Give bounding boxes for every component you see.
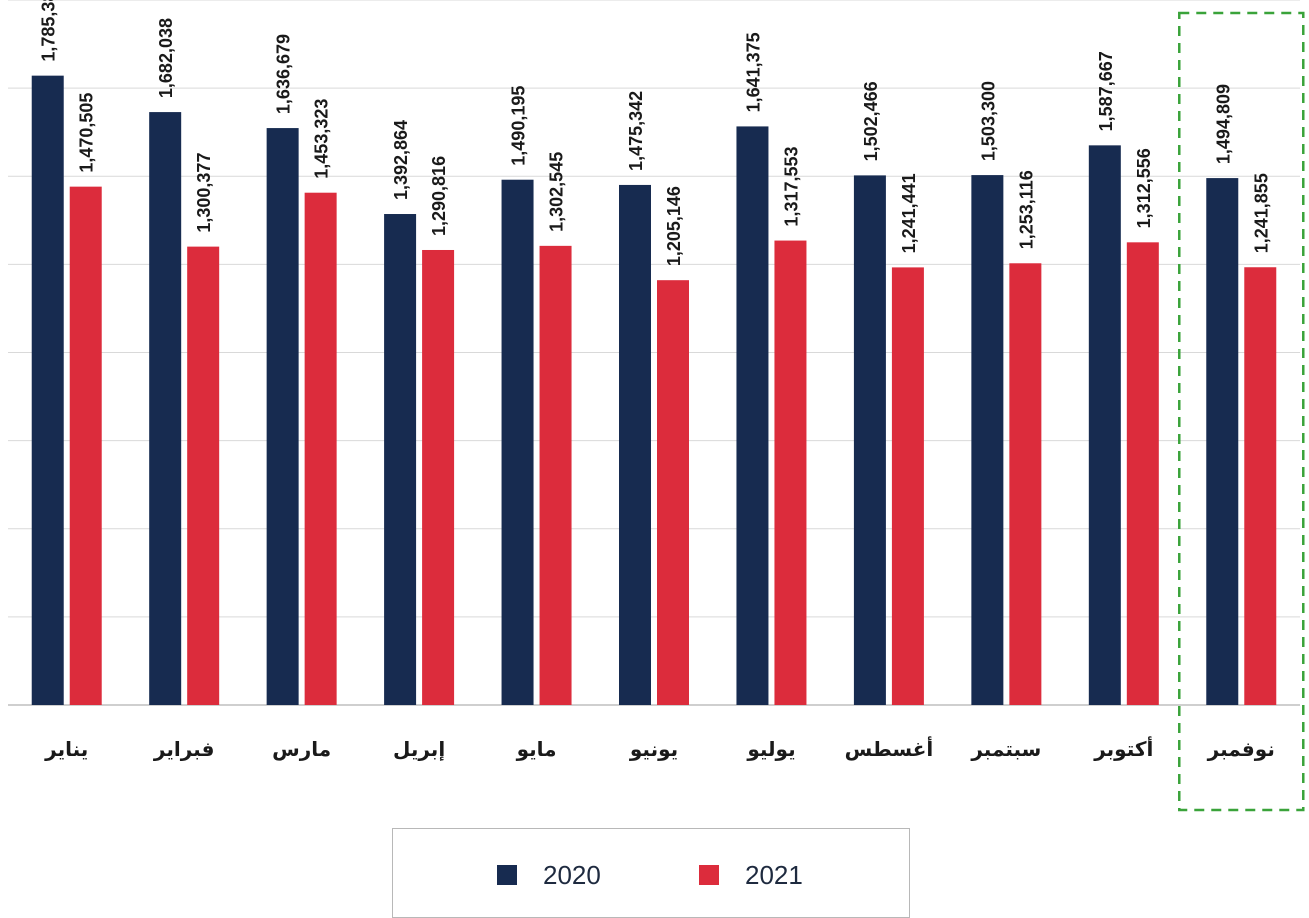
bar-2020-4 (501, 179, 534, 705)
legend-label-2021: 2021 (745, 859, 803, 890)
category-label-3: إبريل (393, 737, 445, 761)
data-label-2021-6: 1,317,553 (781, 146, 801, 226)
bar-2020-5 (619, 184, 651, 705)
data-label-2020-1: 1,682,038 (156, 18, 176, 98)
bar-2021-7 (891, 267, 924, 705)
data-label-2020-7: 1,502,466 (861, 81, 881, 161)
legend-swatch-2021 (699, 865, 719, 885)
legend-swatch-2020 (497, 865, 517, 885)
category-label-9: أكتوبر (1093, 735, 1153, 761)
bar-2020-10 (1206, 178, 1239, 705)
bar-2021-10 (1244, 267, 1277, 705)
legend-label-2020: 2020 (543, 859, 601, 890)
gridlines (8, 0, 1300, 706)
bar-2021-6 (774, 240, 807, 705)
data-label-2021-1: 1,300,377 (194, 153, 214, 233)
bar-2020-6 (736, 126, 769, 706)
data-label-2020-2: 1,636,679 (274, 34, 294, 114)
bar-2021-2 (304, 192, 337, 706)
data-label-2021-2: 1,453,323 (312, 99, 332, 179)
data-label-2020-9: 1,587,667 (1096, 51, 1116, 131)
bar-2020-7 (853, 175, 886, 705)
legend-item-2021: 2021 (699, 859, 803, 890)
data-labels: 1,785,387 1,470,505 1,682,038 1,300,377 1,63… (39, 0, 1272, 266)
data-label-2021-8: 1,253,116 (1016, 170, 1036, 249)
bar-2021-4 (539, 245, 572, 705)
data-label-2021-5: 1,205,146 (664, 186, 684, 266)
legend-item-2020: 2020 (497, 859, 601, 890)
category-label-8: سبتمبر (970, 737, 1041, 761)
category-label-2: مارس (272, 737, 331, 761)
bar-2020-1 (149, 112, 182, 705)
data-label-2021-4: 1,302,545 (547, 152, 567, 232)
bar-2020-8 (971, 175, 1004, 706)
category-label-5: يونيو (629, 737, 678, 761)
data-label-2021-0: 1,470,505 (77, 93, 97, 173)
legend: 2020 2021 (392, 828, 910, 918)
bars (31, 75, 1277, 706)
data-label-2020-5: 1,475,342 (626, 91, 646, 171)
highlight-box (1178, 11, 1305, 812)
data-label-2021-7: 1,241,441 (899, 173, 919, 253)
data-label-2020-10: 1,494,809 (1213, 84, 1233, 164)
bar-2021-3 (422, 249, 455, 705)
data-label-2020-6: 1,641,375 (743, 32, 763, 112)
category-label-7: أغسطس (845, 735, 934, 761)
category-label-4: مايو (516, 737, 557, 761)
bar-2021-1 (187, 246, 220, 705)
data-label-2021-9: 1,312,556 (1134, 148, 1154, 228)
bar-2020-9 (1088, 145, 1121, 705)
category-label-1: فبراير (153, 737, 215, 761)
category-labels: يناير فبراير مارس إبريل مايو يونيو يوليو أغسطس س… (44, 735, 1275, 761)
data-label-2021-3: 1,290,816 (429, 156, 449, 236)
data-label-2020-0: 1,785,387 (39, 0, 59, 62)
bar-2021-8 (1009, 263, 1042, 705)
bar-2020-0 (31, 75, 64, 706)
data-label-2020-4: 1,490,195 (509, 86, 529, 166)
bar-2021-0 (69, 186, 102, 706)
bar-2020-3 (384, 214, 417, 705)
data-label-2021-10: 1,241,855 (1251, 173, 1271, 253)
bar-2020-2 (266, 128, 299, 705)
category-label-0: يناير (44, 737, 88, 761)
data-label-2020-3: 1,392,864 (391, 120, 411, 200)
bar-2021-5 (657, 280, 689, 705)
category-label-6: يوليو (746, 737, 795, 761)
bar-2021-9 (1126, 242, 1159, 705)
data-label-2020-8: 1,503,300 (978, 81, 998, 161)
category-label-10: نوفمبر (1207, 737, 1275, 761)
